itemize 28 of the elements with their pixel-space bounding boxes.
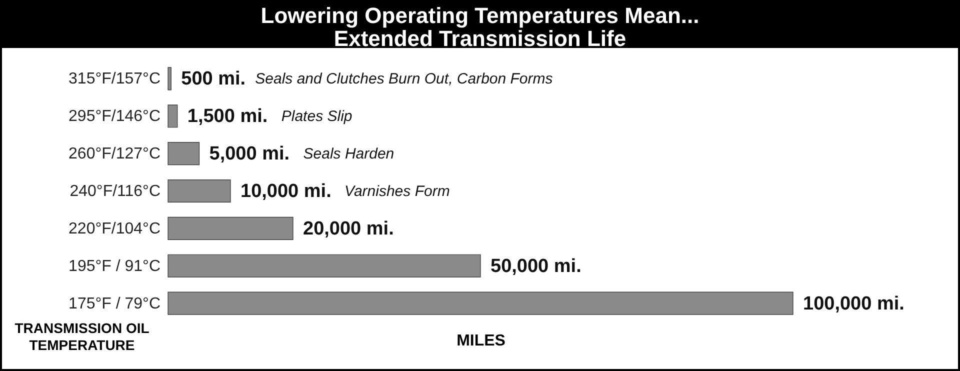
data-label: 5,000 mi. <box>209 144 290 165</box>
x-axis-title: MILES <box>456 332 506 350</box>
data-label: 100,000 mi. <box>803 293 904 314</box>
y-tick-label: 195°F / 91°C <box>68 258 160 275</box>
bar <box>168 254 481 278</box>
bar <box>168 104 178 128</box>
data-label: 10,000 mi. <box>240 181 332 202</box>
bar <box>168 216 294 240</box>
annotation: Seals and Clutches Burn Out, Carbon Forms <box>255 70 554 88</box>
bar <box>168 292 794 315</box>
y-tick-label: 295°F/146°C <box>68 108 160 126</box>
bar <box>168 67 172 90</box>
y-tick-label: 220°F/104°C <box>68 220 160 238</box>
data-label: 20,000 mi. <box>303 218 394 240</box>
data-label: 1,500 mi. <box>187 106 268 128</box>
annotation: Plates Slip <box>281 108 352 126</box>
y-tick-label: 315°F/157°C <box>68 70 160 88</box>
annotation: Seals Harden <box>303 146 394 163</box>
annotation: Varnishes Form <box>344 183 450 200</box>
y-tick-label: 175°F / 79°C <box>68 295 160 312</box>
bar <box>168 142 200 166</box>
data-label: 500 mi. <box>181 68 246 90</box>
y-tick-label: 240°F/116°C <box>70 183 160 200</box>
bar <box>168 179 231 203</box>
y-tick-label: 260°F/127°C <box>68 146 160 163</box>
chart-title: Lowering Operating Temperatures Mean... Extended Transmission Life <box>2 2 958 51</box>
y-axis-title: TRANSMISSION OIL TEMPERATURE <box>14 320 150 354</box>
data-label: 50,000 mi. <box>490 256 582 277</box>
